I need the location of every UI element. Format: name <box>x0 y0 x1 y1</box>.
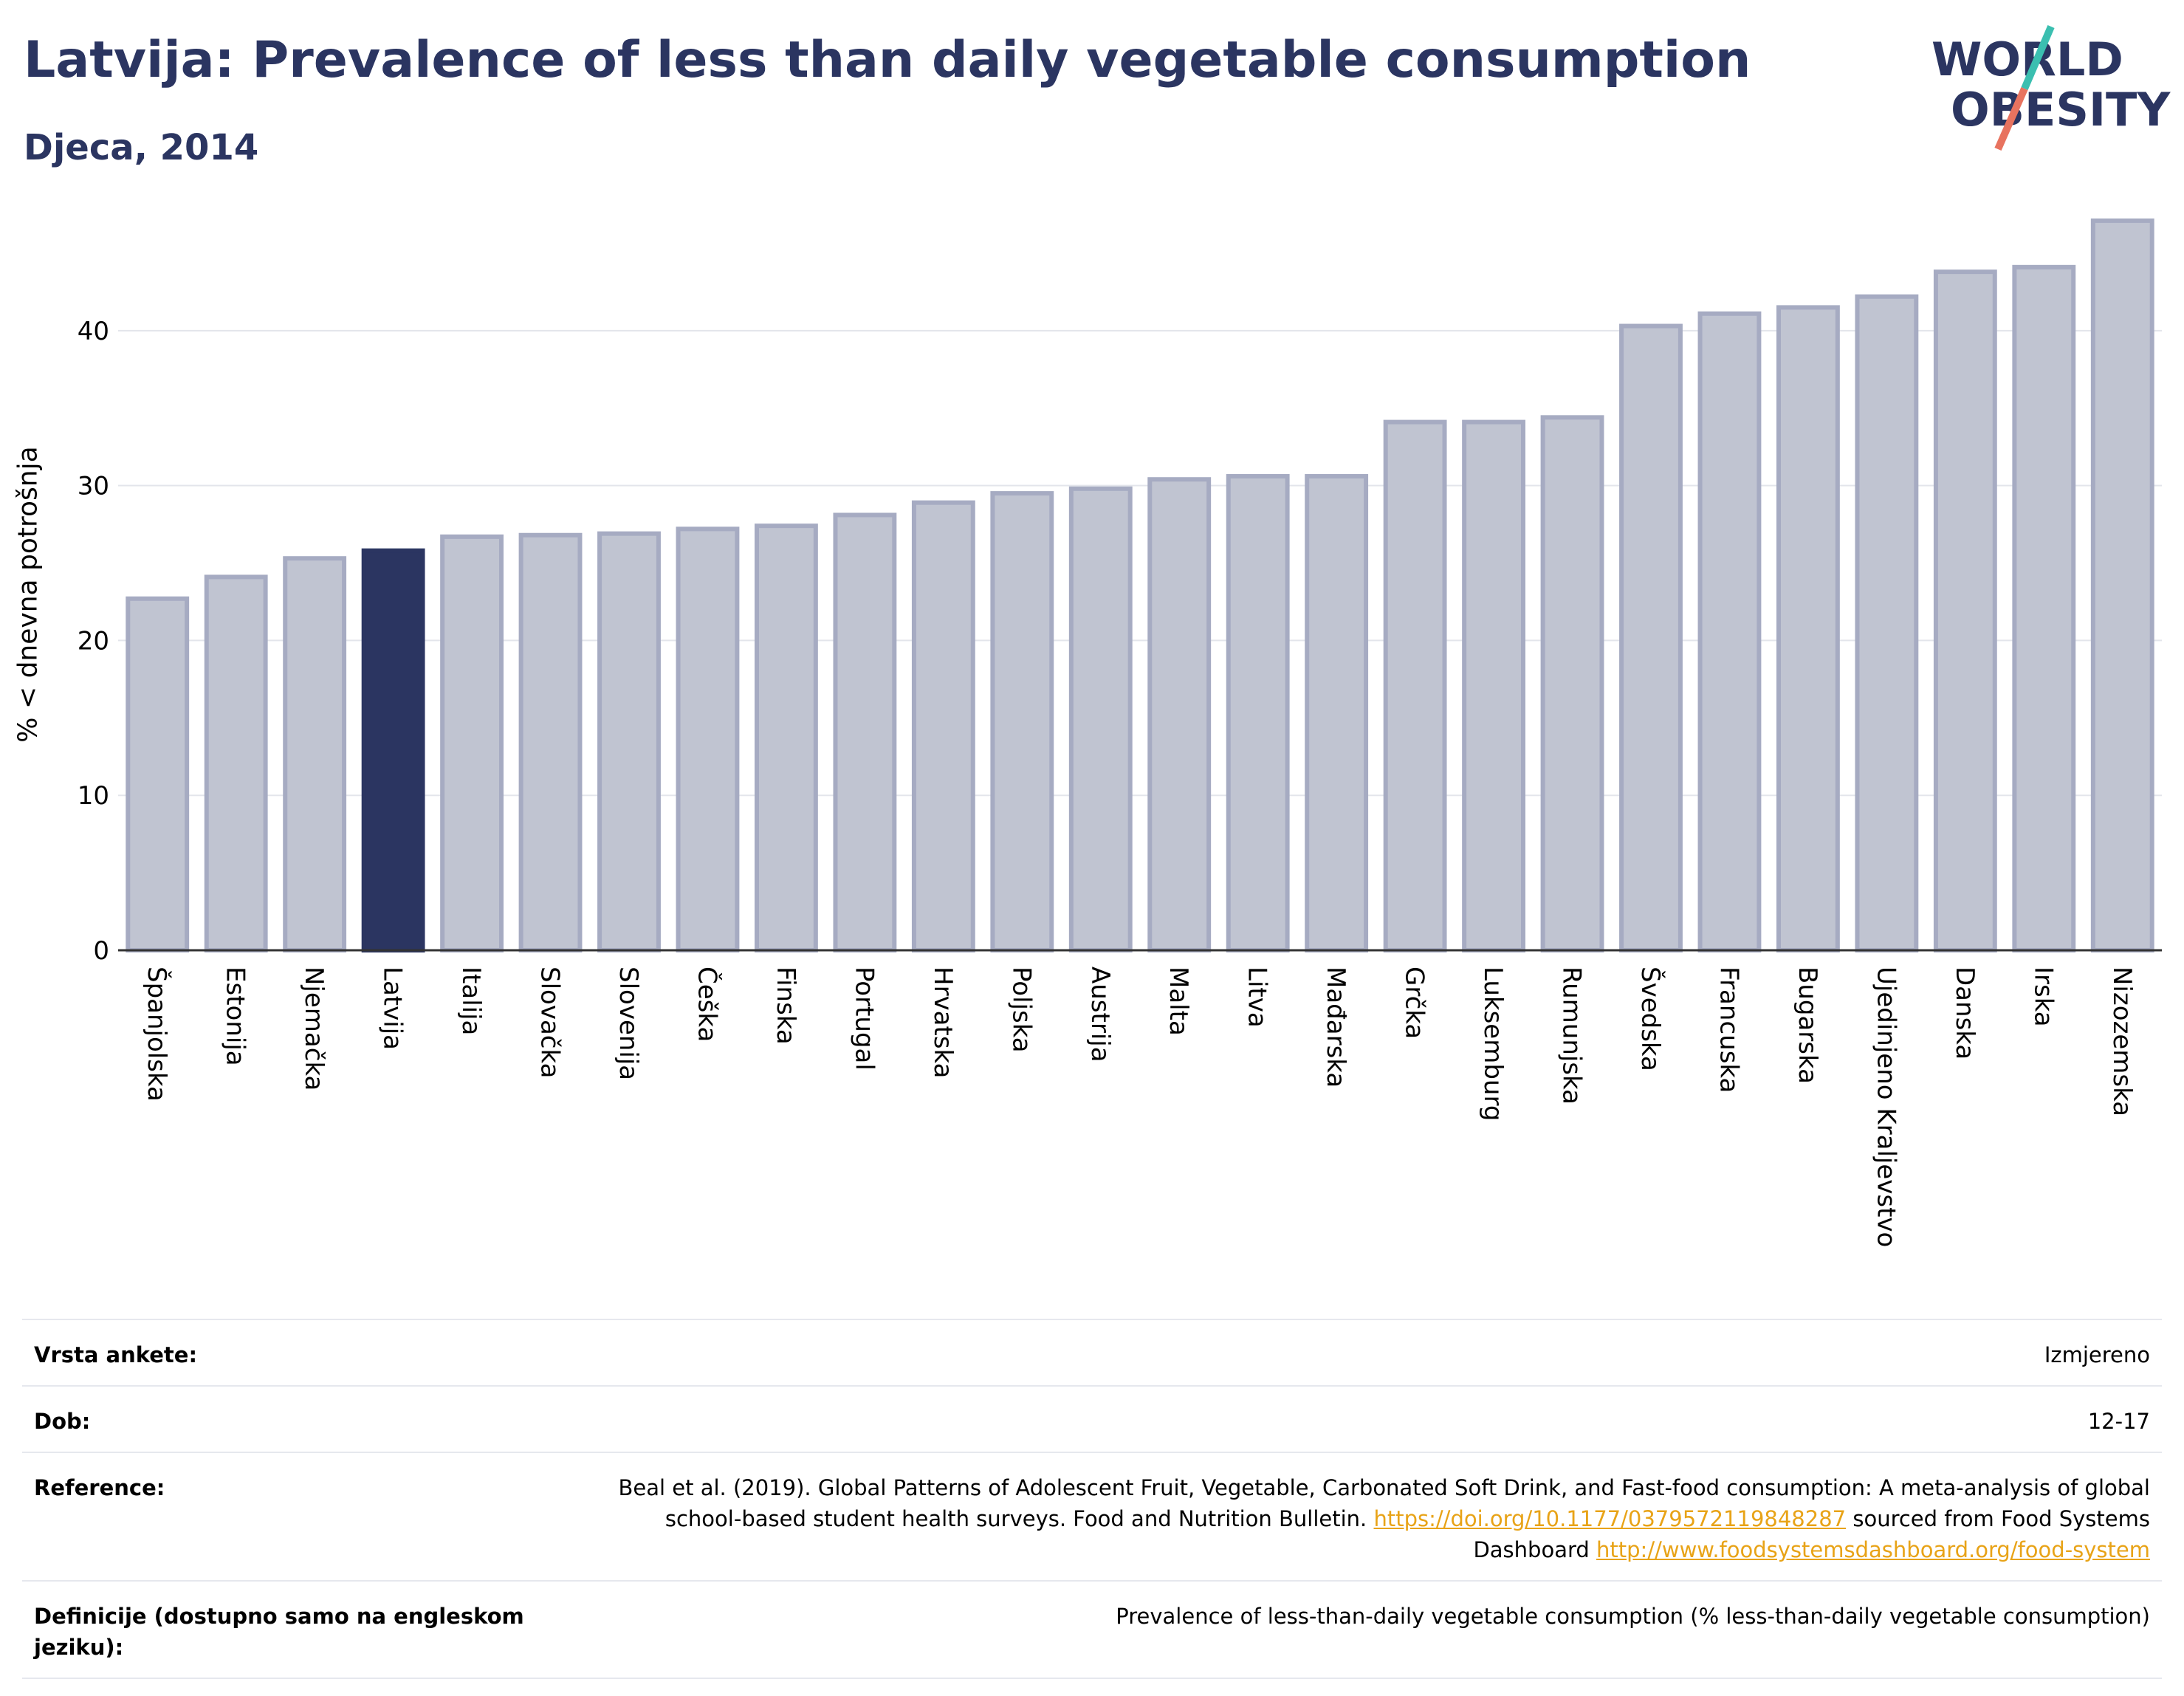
x-tick-label: Bugarska <box>1793 967 1822 1084</box>
bar <box>1855 294 1919 953</box>
logo-text-obesity: OBESITY <box>1951 83 2171 137</box>
x-tick-label: Slovačka <box>535 967 565 1078</box>
bar <box>1383 419 1447 952</box>
x-tick-label: Ujedinjeno Kraljevstvo <box>1871 967 1900 1247</box>
x-tick-label: Poljska <box>1006 967 1036 1053</box>
bar <box>1462 419 1525 952</box>
chart-subtitle: Djeca, 2014 <box>24 127 259 168</box>
x-tick-label: Danska <box>1950 967 1979 1060</box>
x-tick-label: Mađarska <box>1321 967 1350 1088</box>
food-systems-dashboard-link[interactable]: http://www.foodsystemsdashboard.org/food… <box>1596 1537 2150 1562</box>
bar <box>2090 218 2154 953</box>
meta-key: Reference: <box>34 1475 165 1500</box>
bar <box>1776 305 1840 953</box>
x-tick-label: Austrija <box>1085 967 1115 1062</box>
y-tick-label: 20 <box>78 626 109 656</box>
bar <box>833 512 897 952</box>
logo-slash-top <box>2021 25 2055 90</box>
bar <box>518 532 583 952</box>
x-tick-label: Grčka <box>1400 967 1429 1039</box>
bar <box>1226 474 1290 952</box>
meta-row-survey-type: Vrsta ankete: Izmjereno <box>22 1319 2162 1385</box>
meta-value-reference: Beal et al. (2019). Global Patterns of A… <box>577 1472 2150 1565</box>
meta-value: 12-17 <box>2087 1409 2150 1434</box>
meta-row-age: Dob: 12-17 <box>22 1385 2162 1452</box>
bar <box>204 574 268 953</box>
logo-slash-bottom <box>1994 86 2028 151</box>
meta-value: Prevalence of less-than-daily vegetable … <box>1116 1604 2150 1629</box>
x-tick-label: Finska <box>771 967 800 1045</box>
x-tick-label: Irska <box>2028 967 2058 1027</box>
x-tick-label: Španjolska <box>142 967 172 1102</box>
bar <box>676 526 740 952</box>
meta-key: Vrsta ankete: <box>34 1342 198 1367</box>
y-tick-label: 10 <box>78 781 109 811</box>
bar <box>440 534 504 952</box>
bar <box>1697 311 1762 953</box>
x-tick-label: Švedska <box>1635 967 1666 1071</box>
x-tick-label: Litva <box>1243 967 1272 1028</box>
meta-key: Dob: <box>34 1409 91 1434</box>
x-tick-label: Nizozemska <box>2107 967 2137 1116</box>
x-tick-label: Hrvatska <box>928 967 958 1078</box>
doi-link[interactable]: https://doi.org/10.1177/0379572119848287 <box>1373 1506 1847 1531</box>
meta-row-reference: Reference: Beal et al. (2019). Global Pa… <box>22 1452 2162 1580</box>
y-axis-ticks: 0 10 20 30 40 <box>78 317 109 966</box>
y-tick-label: 0 <box>93 936 109 966</box>
bar <box>1147 477 1212 952</box>
bar <box>2012 264 2076 953</box>
x-tick-label: Njemačka <box>299 967 329 1091</box>
x-tick-label: Francuska <box>1714 967 1743 1093</box>
y-tick-label: 30 <box>78 472 109 501</box>
bar <box>990 491 1054 952</box>
meta-row-definitions: Definicije (dostupno samo na engleskom j… <box>22 1580 2162 1679</box>
bar <box>1619 323 1683 952</box>
chart-title: Latvija: Prevalence of less than daily v… <box>24 31 1751 89</box>
meta-key: Definicije (dostupno samo na engleskom j… <box>34 1604 524 1660</box>
x-tick-label: Portugal <box>849 967 879 1071</box>
metadata-table: Vrsta ankete: Izmjereno Dob: 12-17 Refer… <box>22 1319 2162 1679</box>
bar-chart: 0 10 20 30 40 Španjolska Estonija Njemačka Latv… <box>78 218 2162 1247</box>
x-tick-label: Malta <box>1164 967 1193 1036</box>
bar <box>755 523 818 952</box>
x-tick-label: Italija <box>456 967 486 1035</box>
bar <box>1305 474 1369 952</box>
bars <box>126 218 2154 953</box>
y-tick-label: 40 <box>78 317 109 346</box>
world-obesity-logo: WORLD OBESITY <box>1931 25 2171 151</box>
bar-highlight <box>361 548 425 952</box>
bar <box>283 556 347 952</box>
meta-value: Izmjereno <box>2044 1342 2150 1367</box>
bar <box>1068 486 1133 952</box>
bar <box>126 596 190 952</box>
bar <box>911 500 975 952</box>
x-axis-labels: Španjolska Estonija Njemačka Latvija Italija… <box>142 967 2137 1247</box>
x-tick-label: Luksemburg <box>1478 967 1508 1121</box>
bar <box>1933 269 1997 952</box>
y-axis-label: % < dnevna potrošnja <box>13 446 44 743</box>
x-tick-label: Estonija <box>221 967 250 1066</box>
x-tick-label: Latvija <box>378 967 408 1050</box>
x-tick-label: Rumunjska <box>1557 967 1587 1105</box>
reference-text-middle: sourced from Food Systems Dashboard <box>1473 1506 2150 1562</box>
bar <box>1540 415 1604 952</box>
reference-text: Beal et al. (2019). Global Patterns of A… <box>618 1475 2150 1531</box>
x-tick-label: Slovenija <box>614 967 643 1080</box>
bar <box>597 531 661 952</box>
x-tick-label: Češka <box>692 967 722 1042</box>
